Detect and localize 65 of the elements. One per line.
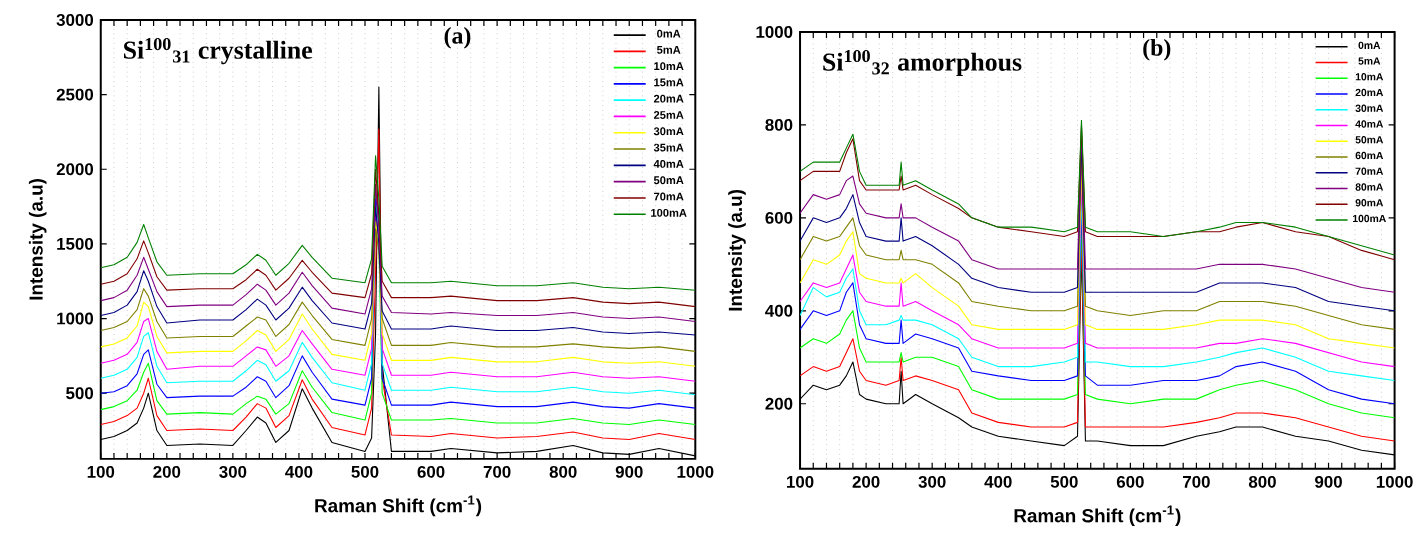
x-tick-label: 700 bbox=[483, 466, 511, 479]
line-series bbox=[100, 155, 696, 291]
legend-label: 15mA bbox=[654, 78, 684, 87]
legend-label: 60mA bbox=[1355, 152, 1384, 160]
y-tick-label: 1000 bbox=[57, 312, 94, 325]
y-tick-label: 1500 bbox=[57, 238, 94, 251]
legend-label: 20mA bbox=[1355, 88, 1384, 97]
y-axis-title: Intensity (a.u) bbox=[728, 190, 746, 311]
legend-label: 70mA bbox=[654, 192, 684, 201]
x-tick-label: 900 bbox=[615, 466, 643, 479]
legend-label: 30mA bbox=[653, 127, 684, 136]
x-axis-title: Raman Shift (cm$^{-1}$) bbox=[315, 495, 482, 517]
y-tick-label: 600 bbox=[765, 212, 793, 224]
y-tick-label: 400 bbox=[765, 305, 793, 317]
text: Si$^{100}$$_{32}$ amorphous bbox=[823, 50, 1022, 77]
y-tick-label: 500 bbox=[66, 387, 94, 400]
x-tick-label: 1000 bbox=[677, 466, 714, 479]
x-tick-label: 100 bbox=[87, 466, 115, 479]
legend-label: 40mA bbox=[1355, 120, 1384, 128]
legend-label: 25mA bbox=[653, 111, 684, 120]
y-axis-title: Intensity (a.u) bbox=[28, 179, 47, 300]
x-tick-label: 800 bbox=[549, 466, 577, 479]
legend-label: 0mA bbox=[657, 29, 681, 38]
legend-label: 10mA bbox=[654, 62, 684, 71]
x-tick-label: 700 bbox=[1183, 476, 1210, 488]
annotation: (b) bbox=[1143, 39, 1171, 61]
legend-label: 70mA bbox=[1355, 167, 1384, 176]
legend-label: 20mA bbox=[653, 94, 684, 103]
annotation: (a) bbox=[444, 27, 471, 49]
x-tick-label: 100 bbox=[787, 476, 814, 488]
x-tick-label: 300 bbox=[219, 466, 247, 479]
x-tick-label: 200 bbox=[153, 466, 181, 479]
legend-label: 50mA bbox=[1355, 136, 1384, 144]
x-tick-label: 900 bbox=[1315, 476, 1342, 488]
legend-label: 90mA bbox=[1355, 199, 1384, 207]
x-tick-label: 600 bbox=[417, 466, 445, 479]
x-tick-label: 500 bbox=[1050, 476, 1078, 488]
x-tick-label: 200 bbox=[852, 476, 880, 488]
text: Si$^{100}$$_{31}$ crystalline bbox=[124, 38, 312, 65]
legend-label: 50mA bbox=[653, 176, 684, 185]
legend-label: 35mA bbox=[653, 143, 684, 152]
x-tick-label: 400 bbox=[984, 476, 1012, 488]
legend-label: 5mA bbox=[1358, 57, 1381, 65]
legend-label: 10mA bbox=[1355, 73, 1384, 81]
legend-label: 100mA bbox=[1353, 215, 1386, 223]
x-tick-label: 300 bbox=[918, 476, 946, 489]
y-tick-label: 1000 bbox=[756, 26, 793, 39]
y-tick-label: 3000 bbox=[56, 14, 94, 27]
x-tick-label: 800 bbox=[1248, 476, 1276, 488]
legend-label: 100mA bbox=[651, 209, 687, 217]
line-series bbox=[100, 206, 696, 336]
x-tick-label: 500 bbox=[351, 466, 379, 479]
legend-label: 80mA bbox=[1355, 183, 1384, 191]
y-tick-label: 800 bbox=[765, 119, 793, 132]
x-tick-label: 400 bbox=[285, 466, 313, 479]
legend-label: 30mA bbox=[1355, 104, 1384, 113]
x-tick-label: 1000 bbox=[1376, 476, 1413, 488]
x-axis-title: Raman Shift (cm$^{-1}$) bbox=[1014, 505, 1181, 527]
legend-label: 40mA bbox=[653, 160, 684, 168]
y-tick-label: 2500 bbox=[56, 88, 94, 101]
y-tick-label: 200 bbox=[765, 397, 793, 410]
y-tick-label: 2000 bbox=[56, 163, 94, 176]
x-tick-label: 600 bbox=[1116, 476, 1144, 488]
legend-label: 0mA bbox=[1358, 41, 1381, 50]
legend-label: 5mA bbox=[656, 46, 681, 54]
